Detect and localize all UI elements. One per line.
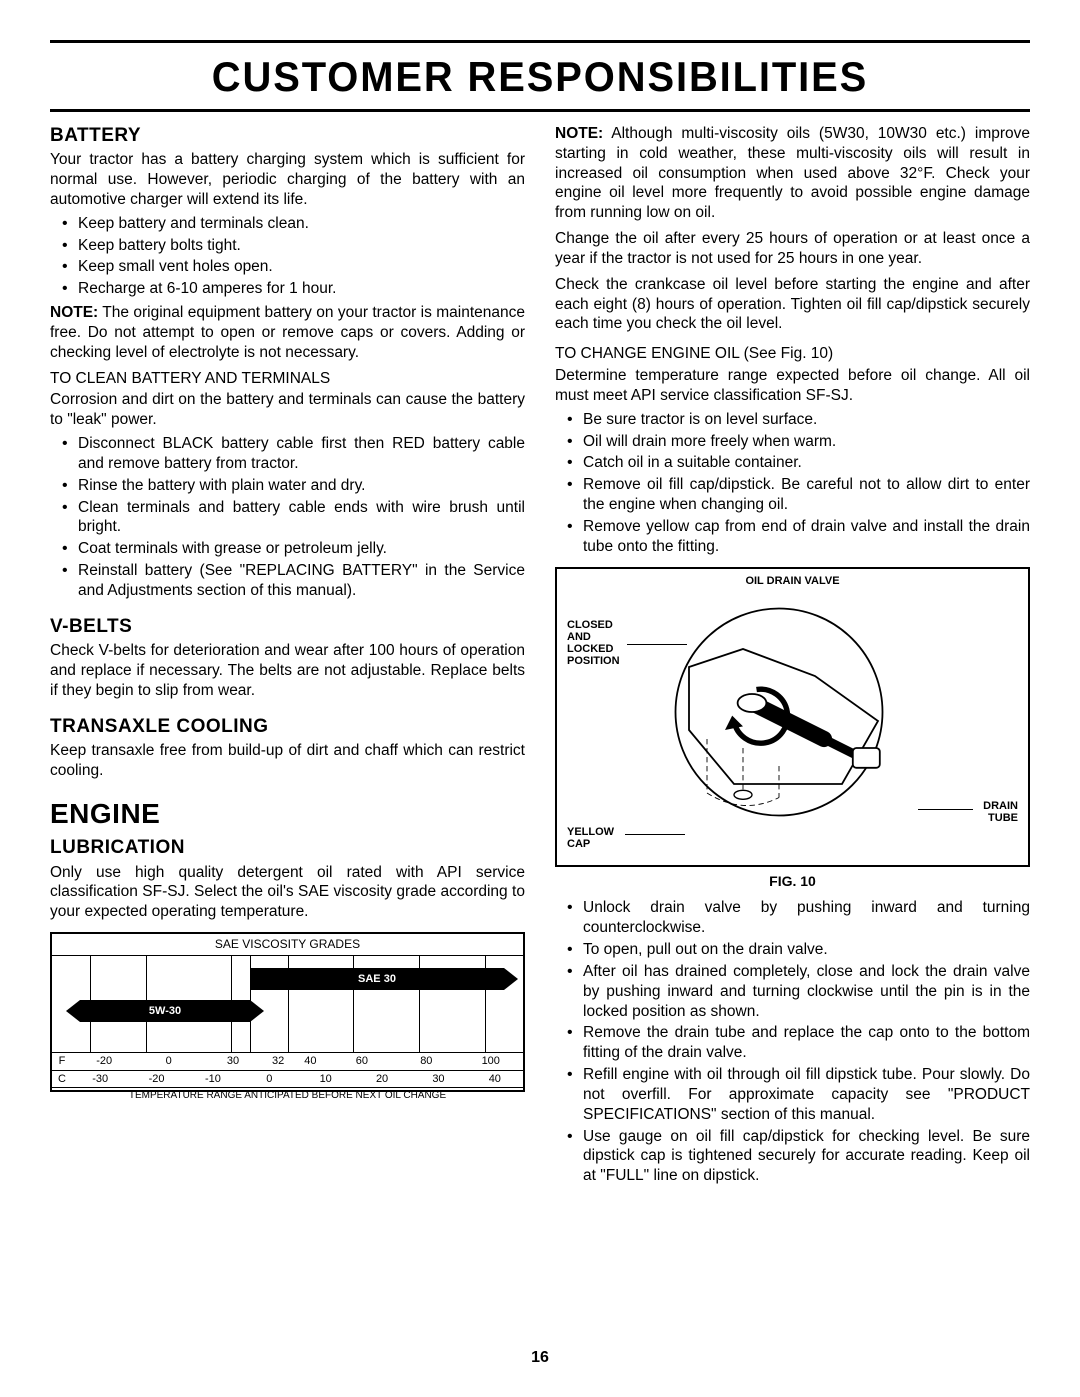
clean-intro: Corrosion and dirt on the battery and te…	[50, 390, 525, 430]
list-item: Keep battery and terminals clean.	[50, 214, 525, 234]
note-text: The original equipment battery on your t…	[50, 304, 525, 361]
change-intro: Determine temperature range expected bef…	[555, 366, 1030, 406]
list-item: Reinstall battery (See "REPLACING BATTER…	[50, 561, 525, 601]
right-note: NOTE: Although multi-viscosity oils (5W3…	[555, 124, 1030, 223]
list-item: Catch oil in a suitable container.	[555, 453, 1030, 473]
list-item: Clean terminals and battery cable ends w…	[50, 498, 525, 538]
list-item: Be sure tractor is on level surface.	[555, 410, 1030, 430]
page-number: 16	[0, 1349, 1080, 1367]
fig-title: OIL DRAIN VALVE	[557, 575, 1028, 587]
list-item: Use gauge on oil fill cap/dipstick for c…	[555, 1127, 1030, 1186]
mid-rule	[50, 109, 1030, 112]
right-para1: Change the oil after every 25 hours of o…	[555, 229, 1030, 269]
clean-heading: TO CLEAN BATTERY AND TERMINALS	[50, 369, 525, 389]
list-item: Refill engine with oil through oil fill …	[555, 1065, 1030, 1124]
battery-bullets: Keep battery and terminals clean. Keep b…	[50, 214, 525, 299]
list-item: Remove the drain tube and replace the ca…	[555, 1023, 1030, 1063]
note-label: NOTE:	[50, 304, 98, 321]
change-heading: TO CHANGE ENGINE OIL (See Fig. 10)	[555, 344, 1030, 364]
fig-closed-label: CLOSED AND LOCKED POSITION	[567, 619, 620, 667]
note-text: Although multi-viscosity oils (5W30, 10W…	[555, 125, 1030, 221]
fig-yellow-label: YELLOW CAP	[567, 826, 614, 850]
viscosity-chart: SAE VISCOSITY GRADES SAE 30 5W-30 F -20 …	[50, 932, 525, 1092]
lubrication-heading: LUBRICATION	[50, 836, 525, 860]
f-axis: F -20 0 30 32 40 60 80 100	[52, 1052, 523, 1069]
change-bullets-2: Unlock drain valve by pushing inward and…	[555, 898, 1030, 1186]
battery-intro: Your tractor has a battery charging syst…	[50, 150, 525, 209]
list-item: Unlock drain valve by pushing inward and…	[555, 898, 1030, 938]
drain-valve-illustration	[617, 591, 977, 851]
top-rule	[50, 40, 1030, 43]
page-title: CUSTOMER RESPONSIBILITIES	[75, 53, 1006, 101]
note-label: NOTE:	[555, 125, 603, 142]
battery-note: NOTE: The original equipment battery on …	[50, 303, 525, 362]
change-bullets-1: Be sure tractor is on level surface. Oil…	[555, 410, 1030, 557]
fig-caption: FIG. 10	[555, 873, 1030, 891]
right-para2: Check the crankcase oil level before sta…	[555, 275, 1030, 334]
viscosity-title: SAE VISCOSITY GRADES	[52, 934, 523, 956]
clean-bullets: Disconnect BLACK battery cable first the…	[50, 434, 525, 601]
list-item: After oil has drained completely, close …	[555, 962, 1030, 1021]
viscosity-body: SAE 30 5W-30	[52, 956, 523, 1052]
list-item: Oil will drain more freely when warm.	[555, 432, 1030, 452]
lubrication-text: Only use high quality detergent oil rate…	[50, 863, 525, 922]
left-column: BATTERY Your tractor has a battery charg…	[50, 124, 525, 1190]
viscosity-caption: TEMPERATURE RANGE ANTICIPATED BEFORE NEX…	[52, 1087, 523, 1105]
list-item: Keep battery bolts tight.	[50, 236, 525, 256]
list-item: Remove oil fill cap/dipstick. Be careful…	[555, 475, 1030, 515]
c-axis: C -30 -20 -10 0 10 20 30 40	[52, 1070, 523, 1087]
list-item: Keep small vent holes open.	[50, 257, 525, 277]
list-item: Disconnect BLACK battery cable first the…	[50, 434, 525, 474]
list-item: Remove yellow cap from end of drain valv…	[555, 517, 1030, 557]
list-item: To open, pull out on the drain valve.	[555, 940, 1030, 960]
5w30-bar: 5W-30	[80, 1000, 250, 1022]
battery-heading: BATTERY	[50, 124, 525, 148]
transaxle-text: Keep transaxle free from build-up of dir…	[50, 741, 525, 781]
sae30-bar: SAE 30	[250, 968, 504, 990]
engine-heading: ENGINE	[50, 796, 525, 832]
fig-drain-label: DRAIN TUBE	[983, 800, 1018, 824]
list-item: Recharge at 6-10 amperes for 1 hour.	[50, 279, 525, 299]
content-columns: BATTERY Your tractor has a battery charg…	[50, 124, 1030, 1190]
transaxle-heading: TRANSAXLE COOLING	[50, 715, 525, 739]
figure-10: OIL DRAIN VALVE CLOSED AND LOCKED POSITI…	[555, 567, 1030, 867]
list-item: Rinse the battery with plain water and d…	[50, 476, 525, 496]
vbelts-text: Check V-belts for deterioration and wear…	[50, 641, 525, 700]
vbelts-heading: V-BELTS	[50, 615, 525, 639]
list-item: Coat terminals with grease or petroleum …	[50, 539, 525, 559]
right-column: NOTE: Although multi-viscosity oils (5W3…	[555, 124, 1030, 1190]
